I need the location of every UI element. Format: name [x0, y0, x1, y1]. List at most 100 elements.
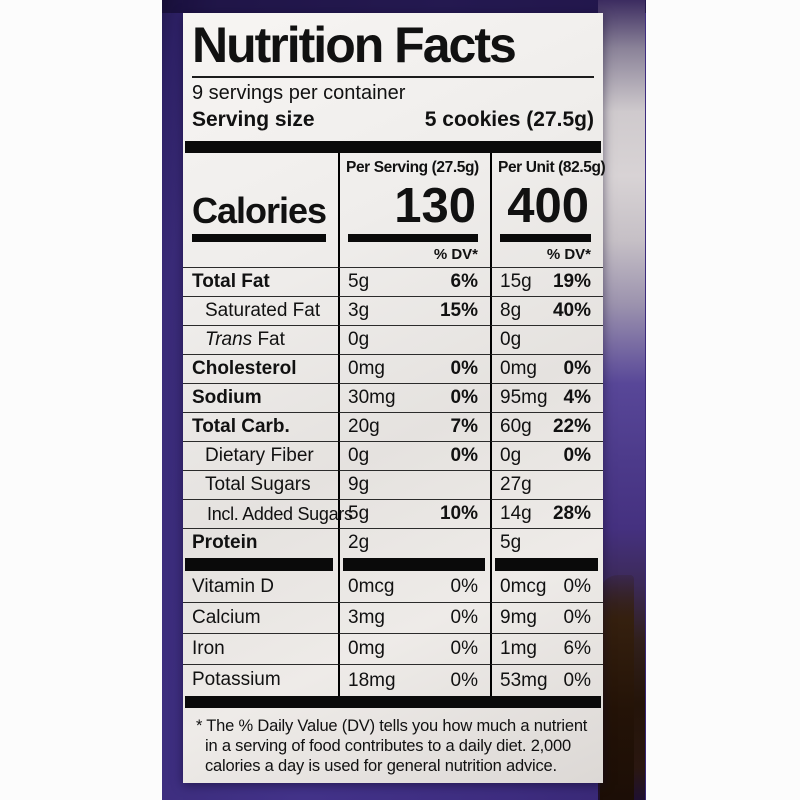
- daily-value: 0%: [450, 358, 478, 379]
- per-unit-cell: 0g 0%: [490, 441, 603, 470]
- table-row-dietary-fiber: Dietary Fiber 0g 0% 0g 0%: [183, 441, 603, 470]
- serving-size-value: 5 cookies (27.5g): [424, 108, 594, 131]
- per-unit-cell: 9mg 0%: [490, 603, 603, 634]
- daily-value: 6%: [450, 271, 478, 292]
- servings-per-container: 9 servings per container: [192, 82, 406, 104]
- per-serving-cell: 3g 15%: [338, 296, 490, 325]
- per-unit-cell: 53mg 0%: [490, 665, 603, 696]
- daily-value: 0%: [450, 387, 478, 408]
- daily-value: 0%: [563, 669, 591, 691]
- amount: 0g: [500, 445, 522, 466]
- nutrient-name: Protein: [183, 528, 338, 557]
- table-row-trans-fat: Trans Fat 0g 0g: [183, 325, 603, 354]
- per-unit-cell: 0g: [490, 325, 603, 354]
- amount: 5g: [500, 532, 522, 553]
- nutrient-name: Total Carb.: [183, 412, 338, 441]
- amount: 15g: [500, 271, 532, 292]
- amount: 14g: [500, 503, 532, 524]
- per-unit-cell: 14g 28%: [490, 499, 603, 528]
- table-row-protein: Protein 2g 5g: [183, 528, 603, 557]
- amount: 5g: [348, 503, 370, 524]
- amount: 0mg: [348, 638, 385, 659]
- daily-value: 0%: [563, 576, 591, 597]
- per-serving-column-header: Per Serving (27.5g): [338, 153, 490, 181]
- bar-segment: [183, 557, 338, 572]
- nutrient-name: Trans Fat: [183, 325, 338, 354]
- calories-label: Calories: [192, 190, 327, 231]
- nutrition-label: Nutrition Facts 9 servings per container…: [183, 13, 606, 783]
- per-unit-cell: 60g 22%: [490, 412, 603, 441]
- per-unit-cell: 8g 40%: [490, 296, 603, 325]
- table-row-sodium: Sodium 30mg 0% 95mg 4%: [183, 383, 603, 412]
- table-row-saturated-fat: Saturated Fat 3g 15% 8g 40%: [183, 296, 603, 325]
- nutrient-name: Incl. Added Sugars: [183, 499, 353, 528]
- daily-value: 0%: [450, 576, 478, 597]
- amount: 0mg: [500, 358, 537, 379]
- dv-header-per-serving: % DV*: [338, 242, 490, 267]
- per-unit-cell: 1mg 6%: [490, 634, 603, 665]
- daily-value: 0%: [563, 358, 591, 379]
- nutrient-name: Dietary Fiber: [183, 441, 338, 470]
- amount: 53mg: [500, 669, 548, 691]
- package-shadow-patch: [600, 575, 634, 800]
- amount: 1mg: [500, 638, 537, 659]
- amount: 30mg: [348, 387, 396, 408]
- nutrient-name: Sodium: [183, 383, 338, 412]
- table-row-calcium: Calcium 3mg 0% 9mg 0%: [183, 603, 603, 634]
- nutrient-name-italic: Trans: [205, 329, 253, 350]
- bar-segment: [490, 557, 603, 572]
- serving-size-row: Serving size 5 cookies (27.5g): [183, 106, 603, 133]
- amount: 8g: [500, 300, 522, 321]
- per-unit-cell: 95mg 4%: [490, 383, 603, 412]
- per-serving-cell: 9g: [338, 470, 490, 499]
- daily-value: 0%: [450, 445, 478, 466]
- amount: 2g: [348, 532, 370, 553]
- nutrient-table: Total Fat 5g 6% 15g 19% Saturated Fat 3g 15…: [183, 267, 603, 696]
- amount: 0mcg: [500, 576, 547, 597]
- nutrient-name: Cholesterol: [183, 354, 338, 383]
- daily-value: 0%: [563, 445, 591, 466]
- divider: [192, 76, 594, 78]
- per-unit-cell: 15g 19%: [490, 267, 603, 296]
- daily-value: 40%: [552, 300, 591, 321]
- table-row-total-sugars: Total Sugars 9g 27g: [183, 470, 603, 499]
- per-serving-cell: 3mg 0%: [338, 603, 490, 634]
- per-unit-column-header: Per Unit (82.5g): [490, 153, 606, 181]
- calories-underline: [183, 231, 338, 242]
- table-row-total-carb: Total Carb. 20g 7% 60g 22%: [183, 412, 603, 441]
- amount: 0g: [348, 329, 370, 350]
- thick-divider: [185, 141, 601, 153]
- spacer: [183, 153, 338, 181]
- label-title: Nutrition Facts: [192, 17, 517, 73]
- amount: 95mg: [500, 387, 548, 408]
- daily-value: 7%: [450, 416, 478, 437]
- table-row-added-sugars: Incl. Added Sugars 5g 10% 14g 28%: [183, 499, 603, 528]
- daily-value: 0%: [450, 669, 478, 691]
- calories-per-unit: 400: [490, 181, 603, 231]
- label-header: Nutrition Facts: [183, 19, 603, 71]
- amount: 20g: [348, 416, 380, 437]
- per-serving-cell: 0g: [338, 325, 490, 354]
- per-serving-cell: 30mg 0%: [338, 383, 490, 412]
- serving-size-label: Serving size: [192, 108, 315, 131]
- per-serving-cell: 18mg 0%: [338, 665, 490, 696]
- nutrient-name: Vitamin D: [183, 572, 338, 603]
- amount: 9g: [348, 474, 370, 495]
- calories-underline: [338, 231, 490, 242]
- per-serving-cell: 0mcg 0%: [338, 572, 490, 603]
- nutrient-name: Total Fat: [183, 267, 338, 296]
- per-serving-cell: 5g 10%: [338, 499, 490, 528]
- calories-underline: [490, 231, 603, 242]
- nutrient-name: Potassium: [192, 669, 281, 690]
- amount: 9mg: [500, 607, 537, 628]
- daily-value: 19%: [552, 271, 591, 292]
- per-unit-cell: 0mg 0%: [490, 354, 603, 383]
- table-row-cholesterol: Cholesterol 0mg 0% 0mg 0%: [183, 354, 603, 383]
- amount: 0mcg: [348, 576, 395, 597]
- amount: 18mg: [348, 669, 396, 691]
- amount: 0g: [348, 445, 370, 466]
- dv-footnote: * The % Daily Value (DV) tells you how m…: [196, 717, 588, 775]
- amount: 0mg: [348, 358, 385, 379]
- table-row-vitamin-d: Vitamin D 0mcg 0% 0mcg 0%: [183, 572, 603, 603]
